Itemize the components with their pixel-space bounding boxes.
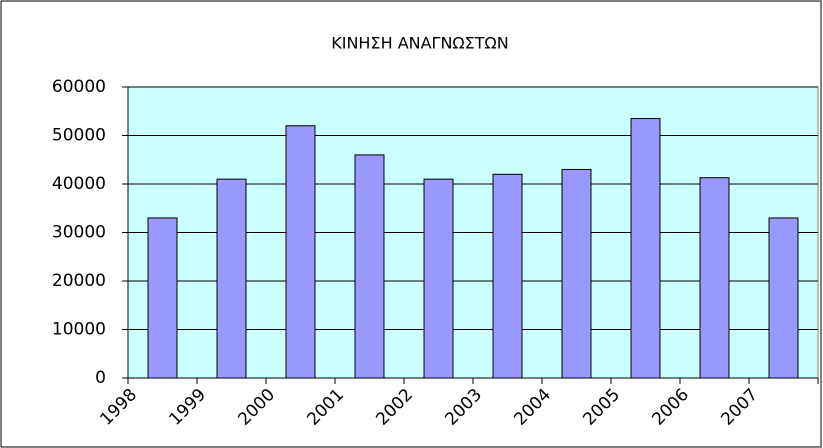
chart-title: ΚΙΝΗΣΗ ΑΝΑΓΝΩΣΤΩΝ (331, 34, 508, 53)
bar (492, 173, 523, 379)
y-tick-label: 20000 (52, 271, 106, 291)
y-tick-label: 0 (95, 368, 106, 388)
bar (216, 178, 247, 379)
bar (699, 177, 730, 379)
bar (630, 118, 661, 379)
bar (285, 125, 316, 379)
bar (561, 168, 592, 379)
bar (768, 217, 799, 379)
y-tick-label: 50000 (52, 126, 106, 146)
bar (423, 178, 454, 379)
y-tick-label: 40000 (52, 174, 106, 194)
y-tick-label: 30000 (52, 223, 106, 243)
bar (354, 154, 385, 379)
y-tick-label: 10000 (52, 320, 106, 340)
bar (147, 217, 178, 379)
y-tick-label: 60000 (52, 77, 106, 97)
